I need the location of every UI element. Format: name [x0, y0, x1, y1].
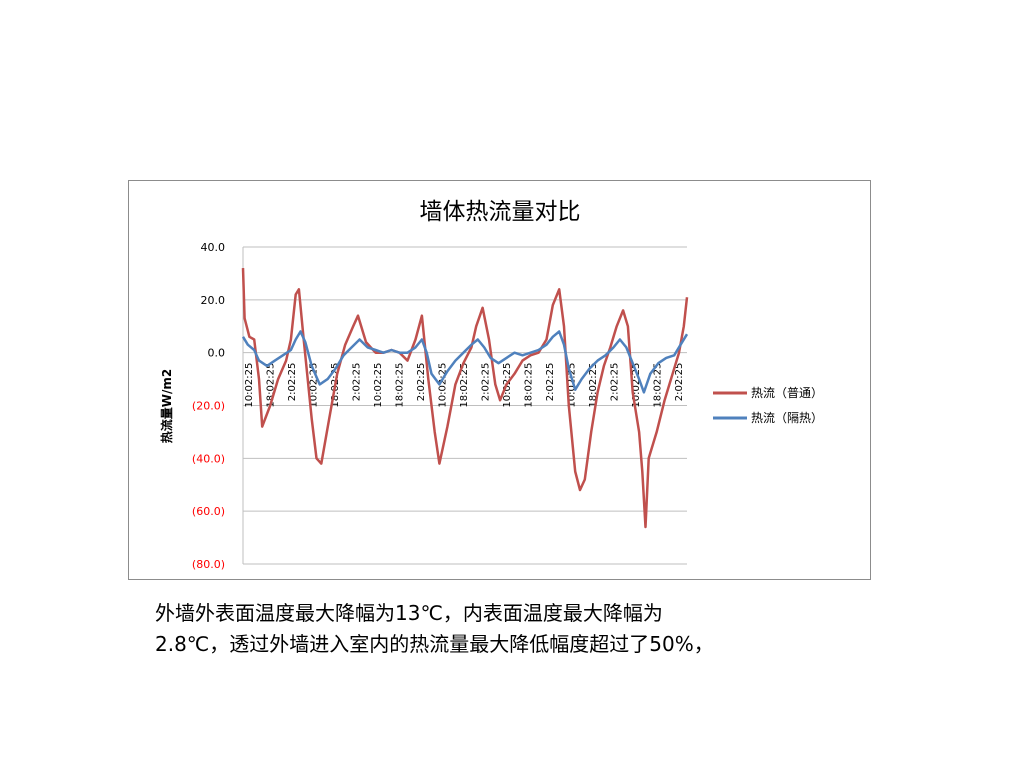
series-line-2	[241, 330, 689, 394]
y-tick-label: 40.0	[201, 241, 226, 254]
x-tick-label: 10:02:25	[373, 363, 384, 408]
x-tick-label: 2:02:25	[545, 363, 556, 402]
caption-text: 外墙外表面温度最大降幅为13℃，内表面温度最大降幅为 2.8℃，透过外墙进入室内…	[155, 598, 875, 660]
caption-line-1: 外墙外表面温度最大降幅为13℃，内表面温度最大降幅为	[155, 601, 663, 625]
x-tick-label: 2:02:25	[287, 363, 298, 402]
x-tick-label: 18:02:25	[653, 363, 664, 408]
x-tick-label: 2:02:25	[352, 363, 363, 402]
x-tick-label: 18:02:25	[395, 363, 406, 408]
y-tick-labels: 40.0 20.0 0.0 (20.0) (40.0) (60.0) (80.0)	[192, 241, 225, 571]
y-axis-label: 热流量W/m2	[159, 369, 174, 443]
x-tick-label: 18:02:25	[588, 363, 599, 408]
y-tick-label: (60.0)	[192, 505, 225, 518]
series-lines	[241, 268, 689, 529]
x-tick-label: 10:02:25	[567, 363, 578, 408]
x-tick-label: 10:02:25	[631, 363, 642, 408]
x-tick-label: 10:02:25	[309, 363, 320, 408]
x-tick-label: 2:02:25	[416, 363, 427, 402]
x-tick-label: 10:02:25	[438, 363, 449, 408]
legend-label: 热流（隔热）	[751, 411, 823, 425]
x-tick-label: 2:02:25	[481, 363, 492, 402]
y-tick-label: (80.0)	[192, 558, 225, 571]
legend: 热流（普通） 热流（隔热）	[713, 386, 823, 425]
heat-flux-chart: 墙体热流量对比 热流量W/m2 40.0 20.0 0.0 (20.0) (40.0) (…	[159, 199, 823, 571]
x-tick-label: 10:02:25	[244, 363, 255, 408]
series-line-1	[241, 268, 689, 529]
y-tick-label: 0.0	[208, 347, 226, 360]
x-tick-label: 18:02:25	[266, 363, 277, 408]
legend-label: 热流（普通）	[751, 386, 823, 400]
x-tick-labels: 10:02:25 18:02:25 2:02:25 10:02:25 18:02:25 2…	[244, 363, 685, 408]
chart-title: 墙体热流量对比	[420, 199, 581, 225]
caption-line-2: 2.8℃，透过外墙进入室内的热流量最大降低幅度超过了50%，	[155, 632, 714, 656]
y-tick-label: (40.0)	[192, 452, 225, 465]
x-tick-label: 18:02:25	[524, 363, 535, 408]
y-tick-label: 20.0	[201, 294, 226, 307]
chart-container: 墙体热流量对比 热流量W/m2 40.0 20.0 0.0 (20.0) (40.0) (…	[128, 180, 871, 580]
x-tick-label: 2:02:25	[610, 363, 621, 402]
x-tick-label: 2:02:25	[674, 363, 685, 402]
x-tick-label: 18:02:25	[459, 363, 470, 408]
y-tick-label: (20.0)	[192, 400, 225, 413]
